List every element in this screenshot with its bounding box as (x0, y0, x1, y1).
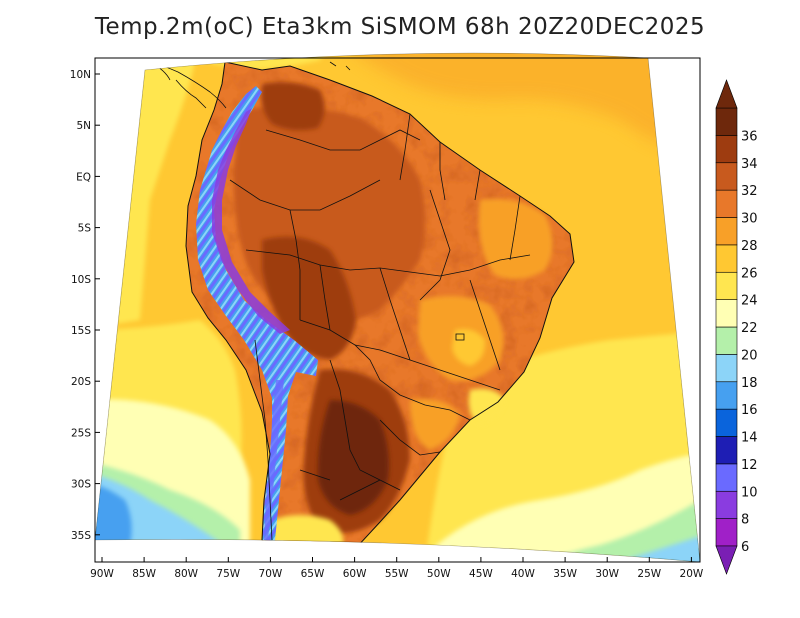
colorbar-label: 10 (741, 485, 758, 500)
colorbar-label: 26 (741, 266, 758, 281)
lat-tick-label: 15S (71, 325, 91, 337)
lon-tick-label: 75W (216, 568, 240, 580)
lon-tick-label: 55W (385, 568, 409, 580)
lon-tick-label: 25W (637, 568, 661, 580)
andes-south-cold (264, 380, 284, 540)
colorbar-swatch (715, 408, 738, 437)
land-hot-34-north (261, 82, 325, 131)
lat-tick-label: 5N (76, 120, 91, 132)
colorbar-label: 28 (741, 239, 758, 254)
colorbar-swatch (715, 189, 738, 218)
lon-tick-label: 85W (132, 568, 156, 580)
country-borders (185, 61, 575, 559)
lat-tick-label: 30S (71, 479, 91, 491)
lon-tick-label: 90W (90, 568, 114, 580)
colorbar-bottom-arrow (715, 545, 738, 575)
lon-tick-label: 45W (469, 568, 493, 580)
colorbar-swatch (715, 244, 738, 273)
colorbar-label: 12 (741, 458, 758, 473)
colorbar-label: 8 (741, 513, 749, 528)
colorbar-swatch (715, 354, 738, 383)
colorbar-swatch (715, 271, 738, 300)
colorbar-label: 24 (741, 294, 758, 309)
colorbar-swatch (715, 463, 738, 492)
colorbar-swatch (715, 107, 738, 136)
lat-tick-label: 25S (71, 427, 91, 439)
colorbar-label: 30 (741, 212, 758, 227)
lon-tick-label: 70W (259, 568, 283, 580)
lon-tick-label: 35W (553, 568, 577, 580)
lon-tick-label: 65W (301, 568, 325, 580)
axes-frame (94, 57, 701, 563)
colorbar-label: 18 (741, 376, 758, 391)
andes-cold-strip (196, 86, 318, 552)
colorbar-swatch (715, 381, 738, 410)
colorbar-label: 22 (741, 321, 758, 336)
lon-tick-label: 40W (511, 568, 535, 580)
lon-tick-label: 60W (343, 568, 367, 580)
lat-tick-label: 10N (70, 69, 91, 81)
land-cooler-26-east (452, 329, 486, 366)
colorbar-swatch (715, 162, 738, 191)
colorbar-label: 20 (741, 348, 758, 363)
colorbar-swatch (715, 436, 738, 465)
temperature-field (95, 53, 700, 562)
map-title: Temp.2m(oC) Eta3km SiSMOM 68h 20Z20DEC20… (94, 14, 706, 40)
ocean-band-pacific-14 (200, 543, 240, 560)
andes-coldest-core (212, 108, 290, 334)
lat-tick-label: EQ (76, 171, 91, 183)
ocean-band-north-atlantic (340, 53, 700, 160)
ocean-band-south-atlantic-22 (410, 450, 700, 562)
lon-tick-label: 80W (174, 568, 198, 580)
colorbar-label: 34 (741, 157, 758, 172)
colorbar-swatch (715, 518, 738, 547)
ocean-band-pacific-16 (95, 480, 132, 550)
colorbar-swatch (715, 299, 738, 328)
ocean-band-south-atlantic-18 (520, 530, 700, 562)
colorbar: 6 8 10 12 14 16 18 20 22 24 26 28 30 32 34 36 (715, 79, 758, 575)
colorbar-swatch (715, 217, 738, 246)
ocean-band-south-atlantic-20 (470, 500, 700, 562)
colorbar-swatch (715, 135, 738, 164)
lon-tick-label: 30W (595, 568, 619, 580)
lon-tick-label: 20W (680, 568, 704, 580)
longitude-axis: 90W 85W 80W 75W 70W 65W 60W 55W 50W 45W 40W 35W 30W 2… (90, 557, 704, 580)
colorbar-label: 32 (741, 184, 758, 199)
land-cooler-24-coast (468, 388, 505, 425)
colorbar-label: 6 (741, 540, 749, 555)
lat-tick-label: 20S (71, 376, 91, 388)
colorbar-label: 16 (741, 403, 758, 418)
colorbar-swatch (715, 490, 738, 519)
colorbar-swatch (715, 326, 738, 355)
lat-tick-label: 5S (78, 223, 92, 235)
lon-tick-label: 50W (427, 568, 451, 580)
colorbar-label: 14 (741, 431, 758, 446)
lat-tick-label: 10S (71, 274, 91, 286)
colorbar-label: 36 (741, 129, 758, 144)
land-cooler-28-northeast (479, 199, 553, 279)
land-cooler-28-south (410, 399, 460, 450)
latitude-axis: 10N 5N EQ 5S 10S 15S 20S 25S 30S 35S (70, 69, 100, 542)
colorbar-top-arrow (715, 79, 738, 109)
lat-tick-label: 35S (71, 530, 91, 542)
